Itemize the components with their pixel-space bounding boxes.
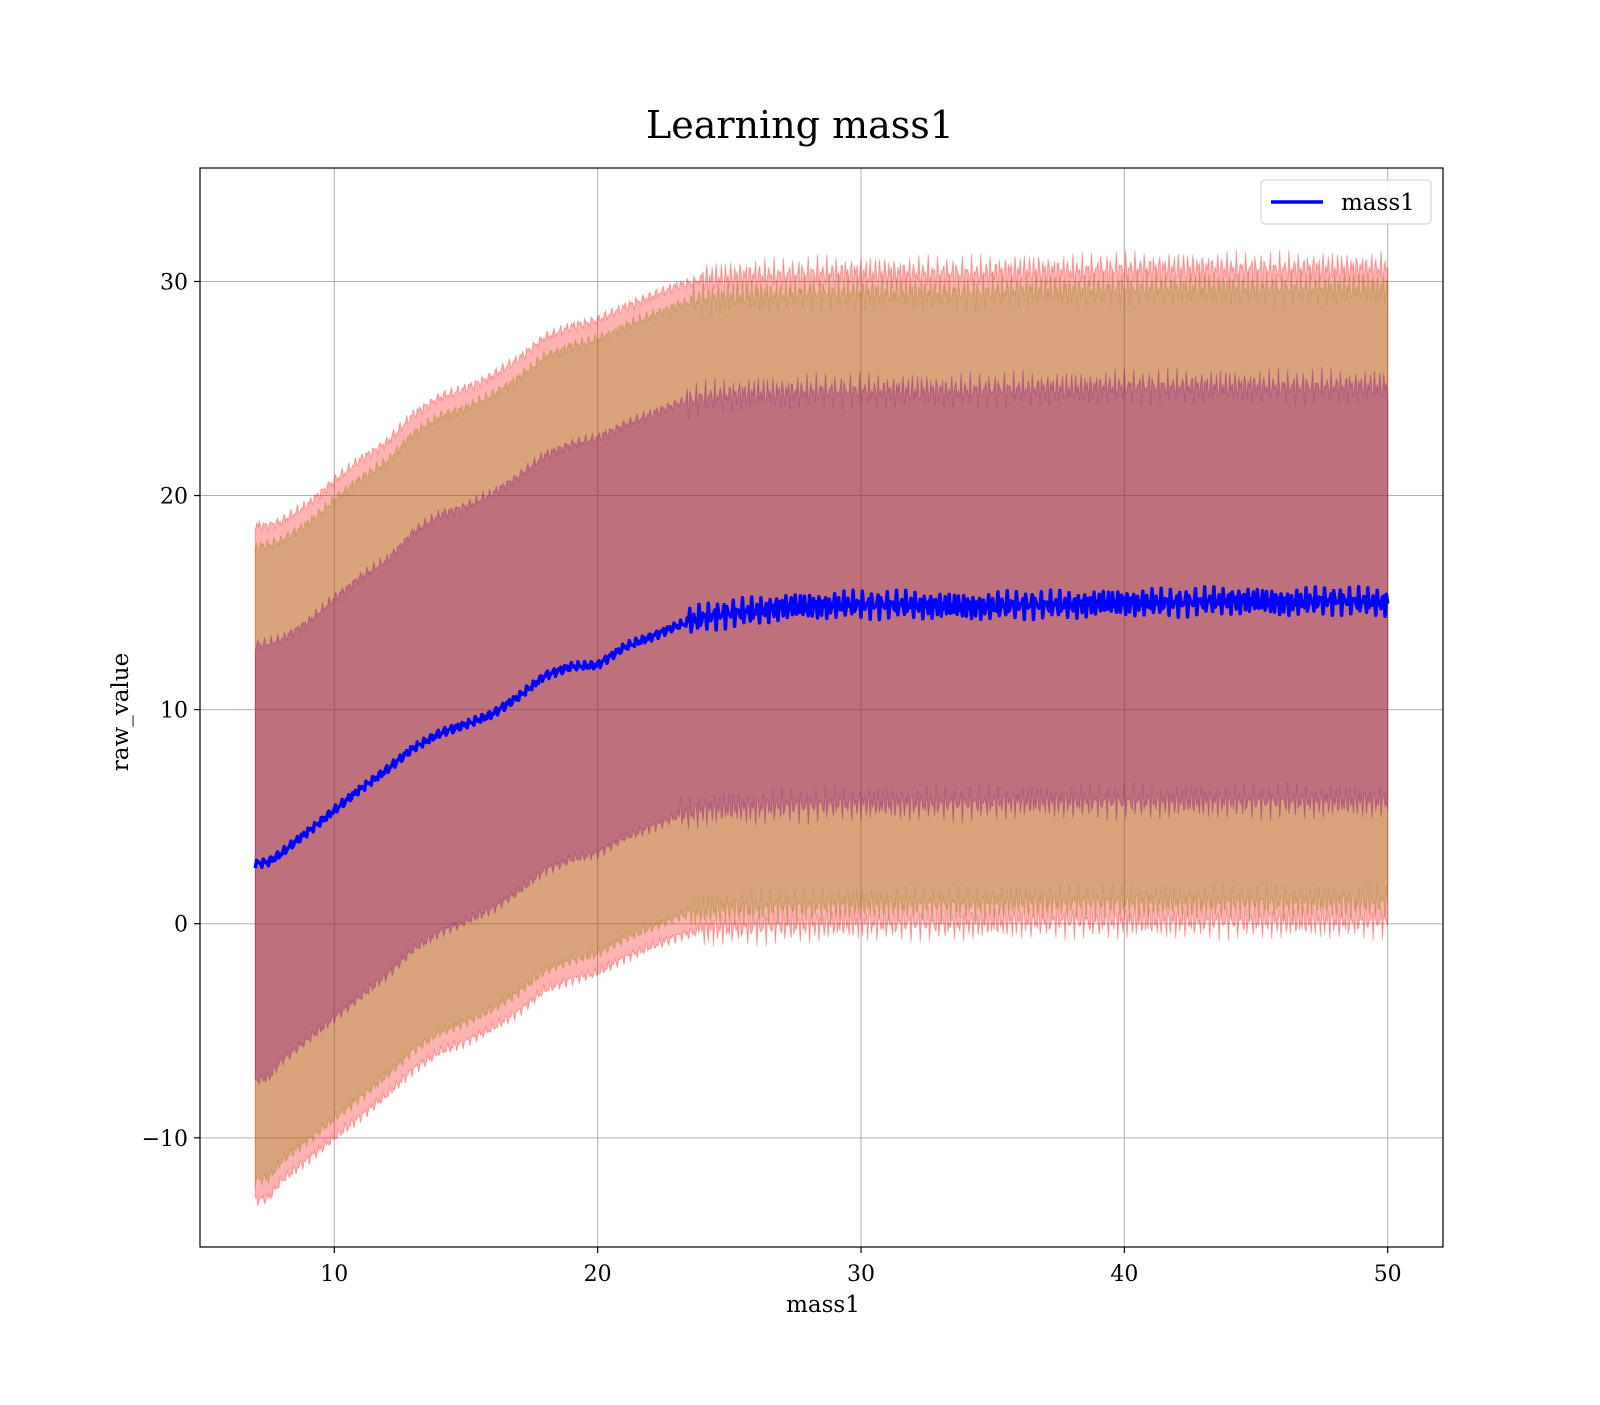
legend: mass1 (1260, 179, 1432, 225)
x-axis-label: mass1 (786, 1292, 860, 1318)
x-tick-label: 30 (847, 1262, 875, 1287)
confidence-band (254, 249, 1389, 1206)
confidence-band (254, 367, 1389, 1087)
x-tick-label: 10 (320, 1262, 348, 1287)
axes (199, 167, 1444, 1248)
series-lines (253, 584, 1390, 870)
confidence-bands (254, 249, 1389, 1206)
y-axis-label: raw_value (108, 653, 134, 771)
y-tick-label: 0 (174, 913, 188, 938)
x-tick-label: 50 (1374, 1262, 1402, 1287)
legend-label: mass1 (1341, 190, 1415, 216)
x-tick-label: 40 (1110, 1262, 1138, 1287)
y-tick-label: 30 (160, 270, 188, 295)
y-tick-label: 10 (160, 699, 188, 724)
y-tick-label: 20 (160, 485, 188, 510)
legend-box (1260, 179, 1432, 225)
ticks: 10 20 30 40 50 −10 0 10 20 30 (142, 270, 1402, 1287)
grid (200, 168, 1443, 1247)
y-tick-label: −10 (142, 1127, 188, 1152)
confidence-band (254, 268, 1389, 1188)
chart-title: Learning mass1 (646, 103, 954, 147)
series-line-mass1 (253, 584, 1390, 870)
plot-frame (199, 167, 1444, 1248)
x-tick-label: 20 (584, 1262, 612, 1287)
